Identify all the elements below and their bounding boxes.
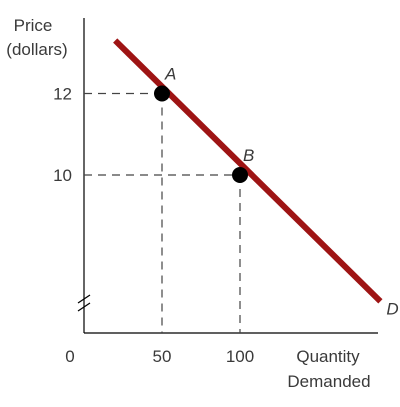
point-label-A: A [164, 65, 176, 84]
axis-break-mark [77, 302, 91, 312]
x-tick-label: 100 [226, 347, 254, 366]
series [113, 38, 383, 304]
x-axis-label-line: Demanded [287, 372, 370, 391]
y-tick-label: 12 [53, 85, 72, 104]
labels: D A B 12 10 50 100 0 Price (dollars) Quantity Deman… [6, 16, 398, 391]
points [154, 85, 248, 183]
point-label-B: B [243, 146, 254, 165]
point-B [232, 167, 248, 183]
series-label-D: D [386, 299, 398, 318]
y-tick-label: 10 [53, 166, 72, 185]
guide-lines [84, 92, 241, 333]
demand-curve-line [113, 38, 383, 304]
axis-break-mark [77, 294, 91, 304]
x-tick-label: 50 [153, 347, 172, 366]
point-A [154, 85, 170, 102]
y-axis-label-line: (dollars) [6, 40, 67, 59]
y-axis-label-line: Price [14, 16, 53, 35]
x-axis-label-line: Quantity [296, 347, 360, 366]
origin-label: 0 [65, 347, 74, 366]
